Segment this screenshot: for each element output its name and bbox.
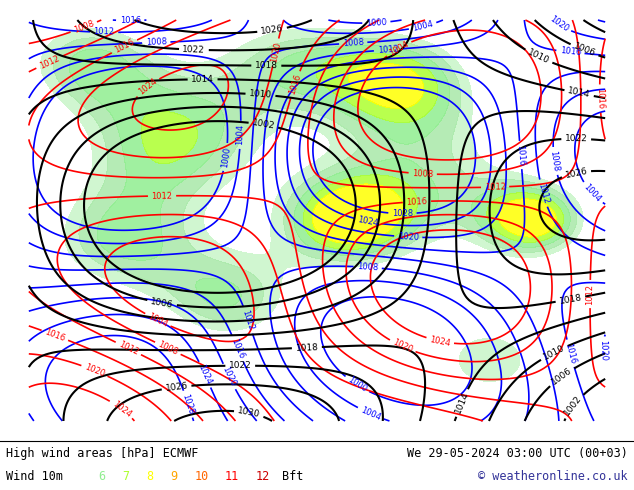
Text: 1008: 1008 (72, 19, 95, 35)
Text: 1006: 1006 (572, 42, 597, 59)
Text: 1012: 1012 (94, 27, 115, 37)
Text: 1026: 1026 (165, 381, 188, 393)
Text: 1016: 1016 (113, 38, 136, 55)
Text: 1020: 1020 (269, 41, 282, 64)
Text: 1000: 1000 (366, 18, 387, 28)
Text: 1024: 1024 (356, 215, 379, 228)
Text: 1022: 1022 (183, 45, 205, 54)
Text: 8: 8 (146, 470, 153, 483)
Text: 1008: 1008 (342, 38, 364, 49)
Text: 1024: 1024 (197, 363, 214, 386)
Text: 1016: 1016 (564, 342, 578, 365)
Text: 9: 9 (171, 470, 178, 483)
Text: We 29-05-2024 03:00 UTC (00+03): We 29-05-2024 03:00 UTC (00+03) (407, 447, 628, 460)
Text: 1016: 1016 (515, 144, 526, 166)
Text: 1006: 1006 (550, 366, 574, 387)
Text: 11: 11 (225, 470, 239, 483)
Text: 1010: 1010 (249, 89, 272, 100)
Text: 1020: 1020 (548, 14, 570, 34)
Text: High wind areas [hPa] ECMWF: High wind areas [hPa] ECMWF (6, 447, 198, 460)
Text: 1006: 1006 (150, 296, 174, 309)
Text: 1024: 1024 (110, 399, 133, 419)
Text: 1010: 1010 (542, 343, 566, 362)
Text: 1008: 1008 (357, 262, 378, 272)
Text: 1012: 1012 (152, 191, 172, 200)
Text: 1004: 1004 (236, 124, 245, 146)
Text: 1004: 1004 (582, 183, 603, 204)
Text: 1012: 1012 (484, 182, 506, 192)
Text: 1030: 1030 (237, 406, 261, 419)
Text: 6: 6 (98, 470, 105, 483)
Text: 1028: 1028 (181, 392, 196, 416)
Text: 1012: 1012 (117, 340, 139, 357)
Text: Bft: Bft (282, 470, 304, 483)
Text: 1016: 1016 (406, 196, 428, 207)
Text: 1020: 1020 (83, 363, 106, 379)
Text: 1010: 1010 (526, 48, 551, 66)
Text: 1018: 1018 (255, 61, 278, 70)
Text: 1004: 1004 (146, 312, 169, 329)
Text: 1016: 1016 (120, 16, 141, 25)
Text: 1012: 1012 (37, 54, 60, 71)
Text: 1022: 1022 (565, 134, 588, 144)
Text: 1020: 1020 (391, 338, 414, 355)
Text: 1016: 1016 (287, 73, 302, 96)
Text: 1000: 1000 (220, 146, 232, 168)
Text: 1004: 1004 (411, 20, 434, 33)
Text: 1012: 1012 (240, 309, 256, 332)
Text: 1016: 1016 (595, 88, 605, 109)
Text: 1002: 1002 (563, 394, 584, 417)
Text: 7: 7 (122, 470, 129, 483)
Text: 1004: 1004 (387, 39, 410, 57)
Text: 1008: 1008 (146, 38, 167, 48)
Text: 1028: 1028 (392, 209, 413, 218)
Text: 1020: 1020 (598, 340, 608, 361)
Text: 1008: 1008 (412, 169, 434, 179)
Text: 1020: 1020 (398, 232, 419, 242)
Text: 1012: 1012 (377, 45, 399, 55)
Text: 1016: 1016 (43, 327, 67, 343)
Text: 1012: 1012 (536, 182, 550, 205)
Text: 1008: 1008 (548, 150, 560, 172)
Text: 1024: 1024 (136, 77, 158, 97)
Text: Wind 10m: Wind 10m (6, 470, 63, 483)
Text: 1004: 1004 (359, 405, 382, 422)
Text: 12: 12 (256, 470, 269, 483)
Text: 1000: 1000 (346, 375, 368, 394)
Text: 1016: 1016 (230, 337, 246, 360)
Text: 1012: 1012 (586, 284, 595, 305)
Text: 1014: 1014 (191, 75, 214, 84)
Text: 1020: 1020 (221, 365, 238, 388)
Text: 1002: 1002 (252, 119, 275, 131)
Text: 1014: 1014 (453, 391, 470, 415)
Text: 1014: 1014 (567, 87, 592, 100)
Text: © weatheronline.co.uk: © weatheronline.co.uk (478, 470, 628, 483)
Text: 1018: 1018 (559, 293, 583, 306)
Text: 1026: 1026 (260, 24, 284, 36)
Text: 1016: 1016 (559, 47, 581, 58)
Text: 1024: 1024 (429, 335, 451, 348)
Text: 10: 10 (195, 470, 209, 483)
Text: 1026: 1026 (564, 166, 588, 180)
Text: 1018: 1018 (295, 343, 318, 353)
Text: 1008: 1008 (157, 340, 179, 357)
Text: 1022: 1022 (229, 361, 252, 370)
